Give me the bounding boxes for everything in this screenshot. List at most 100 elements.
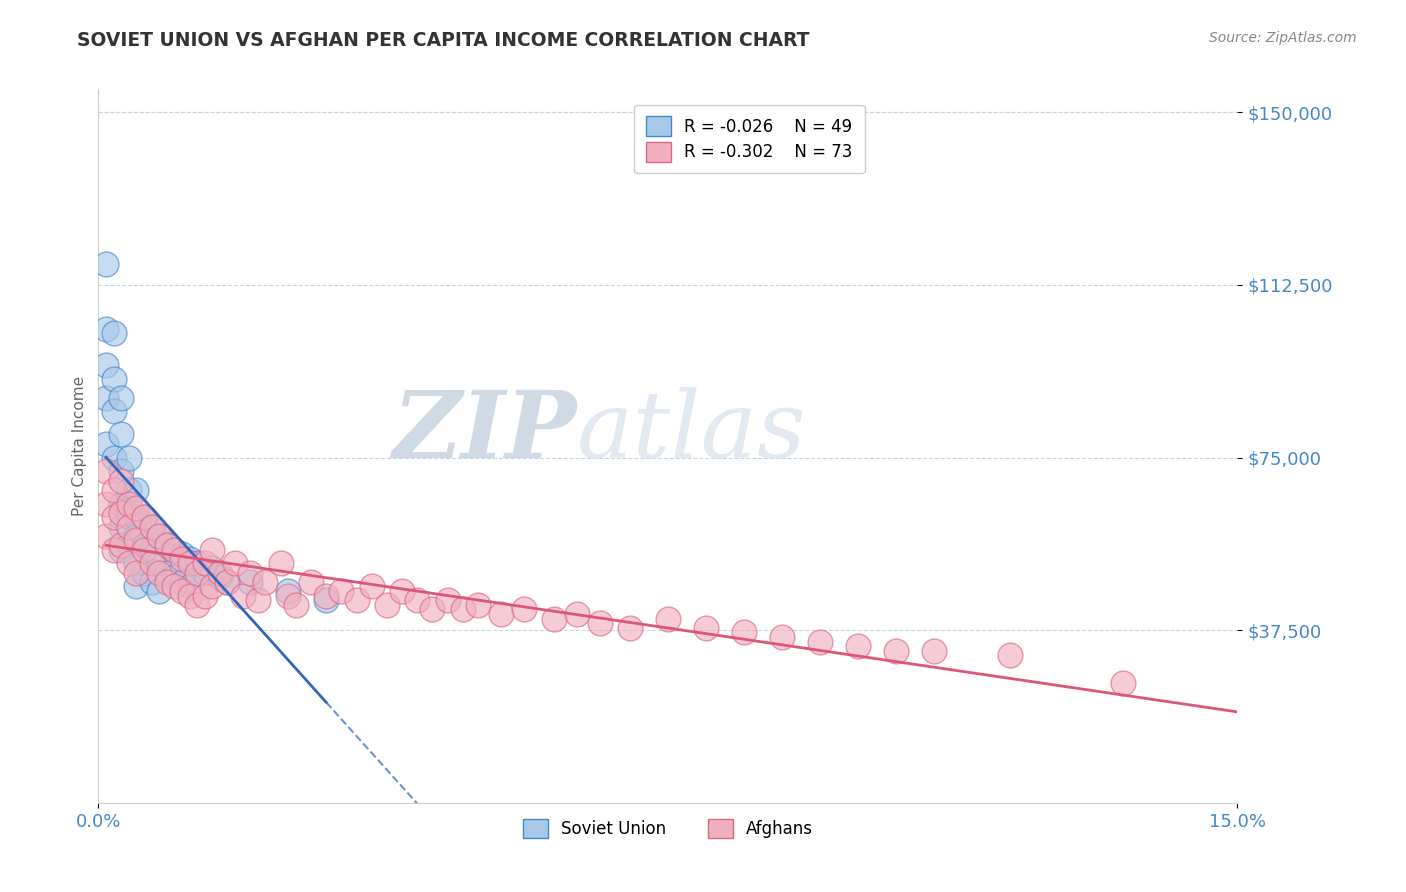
Point <box>110 464 132 478</box>
Text: ZIP: ZIP <box>392 387 576 476</box>
Point <box>103 450 125 465</box>
Point <box>239 566 262 580</box>
Point <box>391 584 413 599</box>
Point <box>224 557 246 571</box>
Point <box>94 497 117 511</box>
Point <box>103 483 125 497</box>
Point <box>201 561 224 575</box>
Point <box>179 589 201 603</box>
Point <box>846 640 869 654</box>
Point <box>695 621 717 635</box>
Point <box>170 547 193 561</box>
Point <box>619 621 641 635</box>
Point <box>884 644 907 658</box>
Point <box>406 593 429 607</box>
Point <box>922 644 945 658</box>
Point <box>436 593 458 607</box>
Point <box>118 557 141 571</box>
Point <box>118 510 141 524</box>
Point <box>94 321 117 335</box>
Point <box>125 579 148 593</box>
Point <box>277 584 299 599</box>
Point <box>103 404 125 418</box>
Point <box>489 607 512 621</box>
Point <box>156 566 179 580</box>
Point <box>232 589 254 603</box>
Point <box>141 574 163 589</box>
Point <box>103 542 125 557</box>
Point <box>588 616 610 631</box>
Point <box>201 542 224 557</box>
Point <box>110 474 132 488</box>
Point <box>110 538 132 552</box>
Point <box>998 648 1021 663</box>
Point <box>467 598 489 612</box>
Point <box>315 589 337 603</box>
Point <box>110 519 132 533</box>
Point <box>103 510 125 524</box>
Point <box>141 557 163 571</box>
Point <box>360 579 382 593</box>
Point <box>125 510 148 524</box>
Point <box>179 551 201 566</box>
Point <box>118 519 141 533</box>
Point <box>118 483 141 497</box>
Point <box>148 584 170 599</box>
Point <box>148 557 170 571</box>
Point <box>94 529 117 543</box>
Point <box>330 584 353 599</box>
Point <box>163 570 186 584</box>
Point <box>163 542 186 557</box>
Point <box>132 538 155 552</box>
Point <box>156 538 179 552</box>
Point <box>125 566 148 580</box>
Point <box>163 579 186 593</box>
Point <box>179 579 201 593</box>
Point <box>194 566 217 580</box>
Point <box>657 612 679 626</box>
Point <box>141 519 163 533</box>
Point <box>94 359 117 373</box>
Point <box>94 257 117 271</box>
Point <box>110 427 132 442</box>
Point <box>170 551 193 566</box>
Point <box>94 436 117 450</box>
Point <box>1112 676 1135 690</box>
Point <box>733 625 755 640</box>
Point <box>132 510 155 524</box>
Point <box>346 593 368 607</box>
Point <box>186 557 208 571</box>
Point <box>125 529 148 543</box>
Point <box>277 589 299 603</box>
Point <box>118 497 141 511</box>
Point <box>194 557 217 571</box>
Point <box>543 612 565 626</box>
Text: atlas: atlas <box>576 387 806 476</box>
Point <box>103 372 125 386</box>
Point <box>315 593 337 607</box>
Point <box>110 391 132 405</box>
Point <box>375 598 398 612</box>
Point <box>246 593 269 607</box>
Point <box>110 506 132 520</box>
Point <box>148 529 170 543</box>
Point <box>186 566 208 580</box>
Point <box>110 542 132 557</box>
Legend: Soviet Union, Afghans: Soviet Union, Afghans <box>516 812 820 845</box>
Point <box>808 634 831 648</box>
Text: SOVIET UNION VS AFGHAN PER CAPITA INCOME CORRELATION CHART: SOVIET UNION VS AFGHAN PER CAPITA INCOME… <box>77 31 810 50</box>
Point <box>512 602 534 616</box>
Point <box>163 542 186 557</box>
Point <box>270 557 292 571</box>
Point <box>201 579 224 593</box>
Point <box>254 574 277 589</box>
Point <box>141 542 163 557</box>
Point <box>132 566 155 580</box>
Point <box>217 574 239 589</box>
Point <box>118 538 141 552</box>
Point <box>170 574 193 589</box>
Text: Source: ZipAtlas.com: Source: ZipAtlas.com <box>1209 31 1357 45</box>
Point <box>179 557 201 571</box>
Y-axis label: Per Capita Income: Per Capita Income <box>72 376 87 516</box>
Point <box>125 501 148 516</box>
